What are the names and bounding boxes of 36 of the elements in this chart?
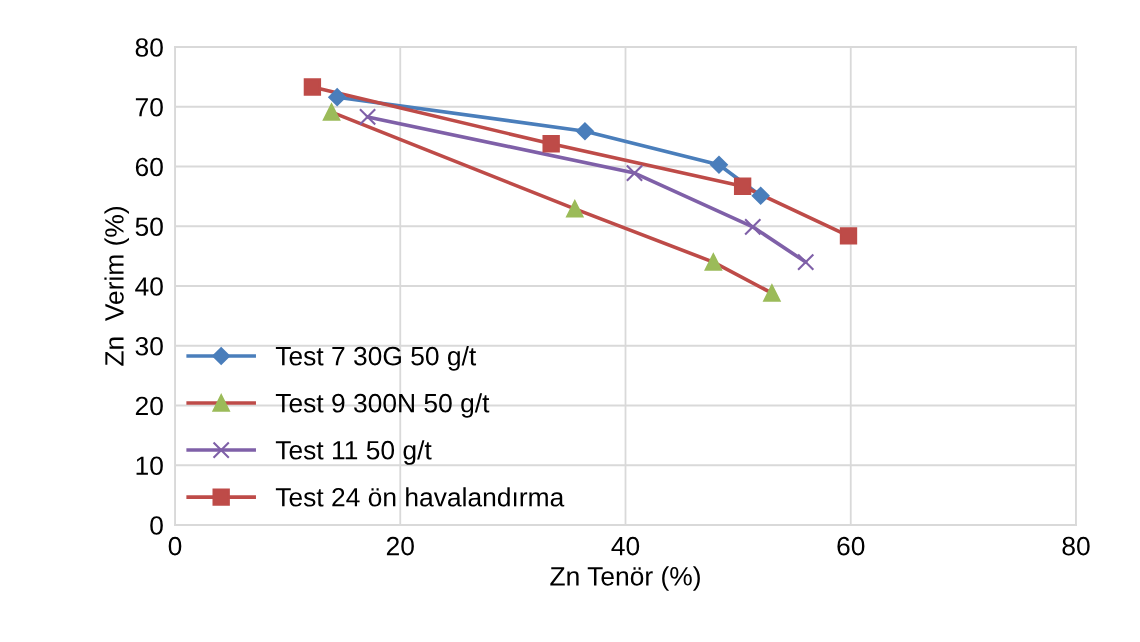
- point: [576, 122, 594, 141]
- point: [542, 135, 560, 153]
- y-tick-label: 80: [135, 38, 163, 57]
- x-tick-label: 0: [168, 536, 182, 556]
- point: [839, 227, 858, 245]
- point: [733, 177, 752, 195]
- y-tick-label: 50: [135, 217, 163, 237]
- y-tick-label: 0: [150, 516, 163, 535]
- point: [566, 200, 584, 218]
- legend-label: Test 9 300N 50 g/t: [275, 393, 490, 418]
- y-tick-label: 40: [135, 277, 163, 296]
- point: [751, 186, 770, 205]
- legend-label: Test 11 50 g/t: [275, 440, 432, 465]
- point: [303, 78, 322, 96]
- y-tick-label: 30: [135, 336, 163, 356]
- legend-label: Test 7 30G 50 g/t: [275, 346, 477, 371]
- point: [358, 108, 377, 126]
- point: [328, 88, 347, 107]
- legend-label: Test 24 ön havalandırma: [275, 487, 565, 507]
- y-tick-label: 10: [136, 456, 163, 476]
- point: [744, 218, 762, 236]
- point: [763, 284, 781, 302]
- point: [322, 103, 341, 121]
- point: [797, 253, 815, 271]
- x-tick-label: 80: [1062, 536, 1090, 556]
- point: [704, 253, 723, 271]
- x-tick-label: 40: [611, 536, 640, 556]
- x-tick-label: 60: [837, 536, 865, 556]
- y-tick-label: 70: [135, 97, 163, 117]
- x-axis-title: Zn Tenör (%): [550, 566, 700, 591]
- point: [710, 155, 728, 174]
- y-tick-label: 20: [135, 396, 163, 416]
- point: [625, 164, 644, 182]
- y-axis-title: Zn Verim (%): [104, 206, 129, 366]
- x-tick-label: 20: [386, 536, 414, 556]
- y-tick-label: 60: [135, 157, 163, 177]
